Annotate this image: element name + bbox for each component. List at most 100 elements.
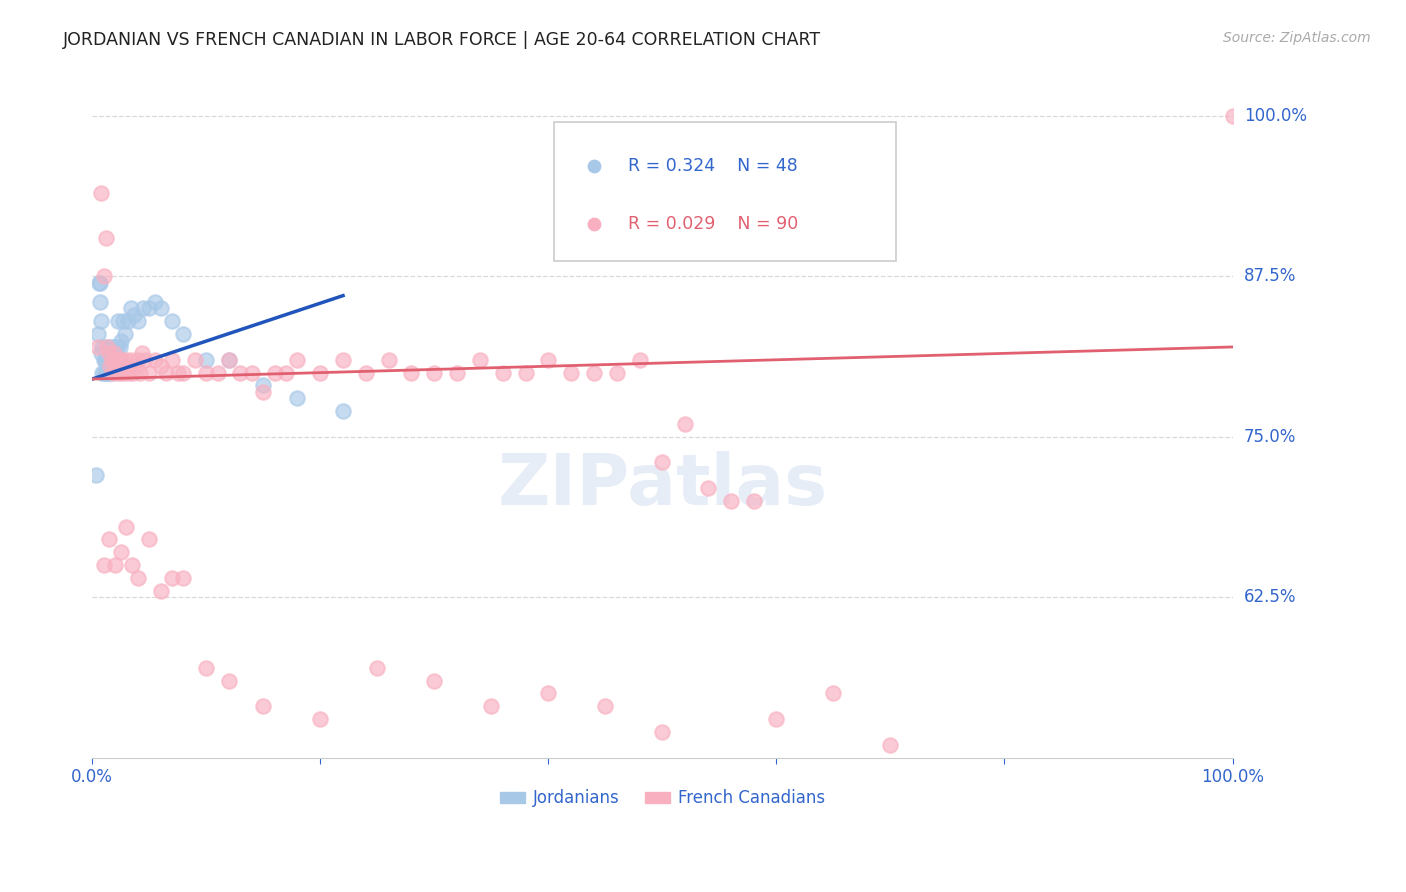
Point [229, 366, 252, 380]
Point [218, 673, 240, 688]
Point [138, 366, 160, 380]
Point [143, 295, 166, 310]
Point [274, 366, 297, 380]
Point [100, 340, 122, 354]
Point [765, 712, 787, 726]
Point [100, 352, 122, 367]
Point [218, 352, 240, 367]
Point [91, 366, 114, 380]
Point [166, 366, 188, 380]
Point [134, 352, 156, 367]
Point [89, 276, 111, 290]
Text: R = 0.029    N = 90: R = 0.029 N = 90 [628, 215, 799, 233]
Point [240, 366, 263, 380]
Point [446, 366, 468, 380]
Point [401, 366, 423, 380]
Point [120, 301, 142, 316]
Point [354, 366, 377, 380]
Point [160, 352, 183, 367]
Point [110, 334, 132, 348]
Point [93, 269, 115, 284]
Point [107, 314, 129, 328]
Point [107, 366, 129, 380]
Point [96, 366, 118, 380]
Point [98, 352, 121, 367]
Point [98, 346, 121, 360]
Point [124, 359, 146, 374]
Point [720, 494, 742, 508]
Point [138, 301, 160, 316]
Point [105, 352, 128, 367]
Point [377, 352, 399, 367]
Point [115, 352, 138, 367]
Point [114, 327, 136, 342]
Point [423, 366, 446, 380]
Point [124, 308, 146, 322]
Point [104, 359, 127, 374]
Point [122, 366, 145, 380]
Point [207, 366, 229, 380]
Text: ZIPatlas: ZIPatlas [498, 451, 827, 520]
Point [582, 366, 605, 380]
Point [101, 366, 124, 380]
Text: 100.0%: 100.0% [1244, 107, 1306, 125]
Point [111, 314, 134, 328]
Point [90, 314, 112, 328]
Point [195, 661, 218, 675]
Point [252, 384, 274, 399]
Point [184, 352, 207, 367]
Point [149, 583, 172, 598]
Point [582, 276, 605, 290]
Point [129, 366, 152, 380]
Point [127, 352, 149, 367]
Point [100, 352, 122, 367]
Point [823, 686, 845, 700]
Point [366, 661, 388, 675]
Text: 87.5%: 87.5% [1244, 268, 1296, 285]
Point [127, 314, 149, 328]
Point [537, 352, 560, 367]
Point [105, 359, 128, 374]
Point [479, 699, 502, 714]
Point [560, 366, 582, 380]
Point [218, 352, 240, 367]
Point [492, 366, 515, 380]
Point [93, 352, 115, 367]
Point [101, 340, 124, 354]
Point [149, 301, 172, 316]
Text: JORDANIAN VS FRENCH CANADIAN IN LABOR FORCE | AGE 20-64 CORRELATION CHART: JORDANIAN VS FRENCH CANADIAN IN LABOR FO… [63, 31, 821, 49]
Point [121, 558, 143, 573]
Text: R = 0.324    N = 48: R = 0.324 N = 48 [628, 157, 797, 175]
Point [537, 686, 560, 700]
Point [155, 366, 177, 380]
Point [149, 359, 172, 374]
Point [108, 340, 131, 354]
Point [252, 378, 274, 392]
Point [105, 352, 128, 367]
Point [100, 352, 122, 367]
Point [1222, 109, 1244, 123]
Point [90, 346, 112, 360]
Point [103, 346, 125, 360]
Point [160, 571, 183, 585]
Point [103, 352, 125, 367]
Point [582, 384, 605, 399]
Point [89, 295, 111, 310]
Point [104, 558, 127, 573]
Point [195, 352, 218, 367]
Point [87, 327, 110, 342]
Point [252, 699, 274, 714]
Point [143, 352, 166, 367]
Point [138, 533, 160, 547]
Point [651, 455, 673, 469]
Point [172, 571, 194, 585]
Point [91, 340, 114, 354]
Point [111, 359, 134, 374]
Point [101, 366, 124, 380]
Point [93, 366, 115, 380]
Point [93, 352, 115, 367]
Point [110, 545, 132, 559]
FancyBboxPatch shape [554, 121, 896, 261]
Point [651, 725, 673, 739]
Point [287, 352, 309, 367]
